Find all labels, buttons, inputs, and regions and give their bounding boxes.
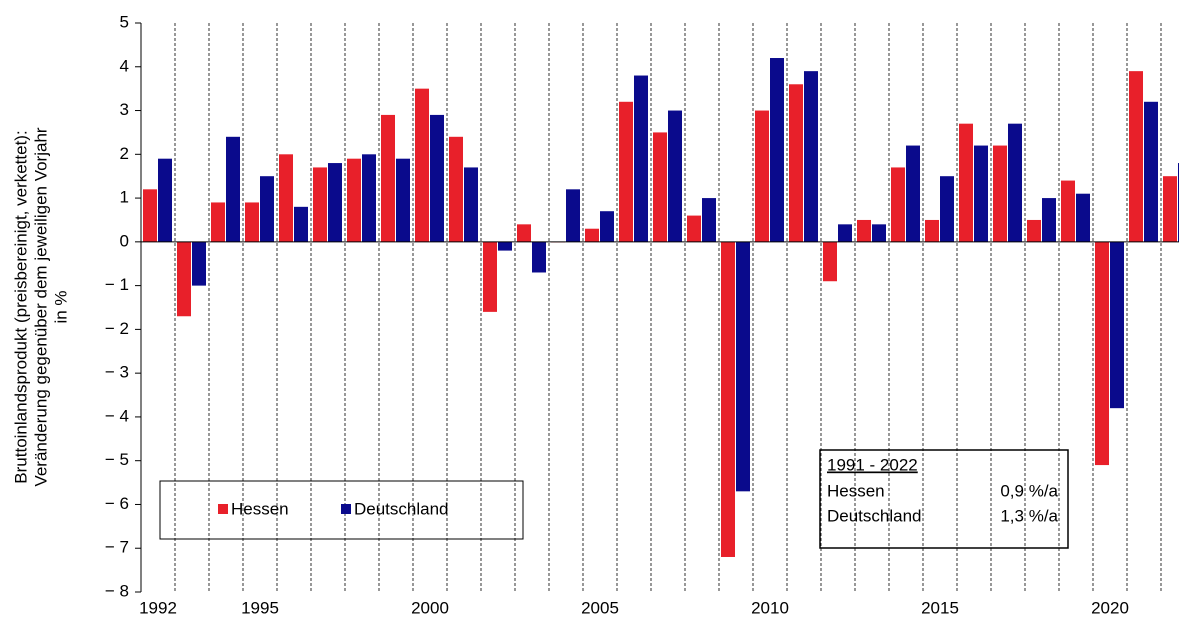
- y-tick-label: 0: [120, 231, 129, 250]
- bar: [702, 198, 716, 242]
- bar: [294, 206, 308, 242]
- bar: [532, 241, 546, 273]
- bar: [1061, 180, 1075, 242]
- y-tick-label: 3: [120, 100, 129, 119]
- legend-label: Hessen: [231, 499, 289, 518]
- bar: [770, 58, 784, 242]
- bar: [245, 202, 259, 242]
- bar: [192, 241, 206, 286]
- bar: [653, 132, 667, 242]
- bar: [974, 145, 988, 242]
- y-tick-label: − 7: [105, 538, 129, 557]
- bar: [347, 158, 361, 242]
- bar: [498, 241, 512, 251]
- bar: [566, 189, 580, 242]
- x-tick-label: 2000: [411, 598, 449, 617]
- y-tick-label: 2: [120, 144, 129, 163]
- bar: [1144, 101, 1158, 242]
- bar: [993, 145, 1007, 242]
- x-tick-label: 2015: [921, 598, 959, 617]
- annotation-value: 1,3 %/a: [1000, 506, 1058, 525]
- bar: [483, 241, 497, 312]
- annotation-label: Hessen: [827, 481, 885, 500]
- bar: [959, 123, 973, 242]
- bar: [872, 224, 886, 242]
- y-tick-label: 5: [120, 12, 129, 31]
- bar: [857, 219, 871, 242]
- bar: [313, 167, 327, 242]
- bar: [585, 228, 599, 242]
- bar: [449, 136, 463, 242]
- bar: [1008, 123, 1022, 242]
- bar: [925, 219, 939, 242]
- bar: [823, 241, 837, 282]
- bar: [804, 71, 818, 242]
- y-tick-label: − 2: [105, 319, 129, 338]
- bar: [634, 75, 648, 242]
- y-tick-label: − 8: [105, 581, 129, 600]
- y-axis-label: in %: [51, 290, 70, 323]
- bar: [736, 241, 750, 492]
- bar: [789, 84, 803, 242]
- bar: [211, 202, 225, 242]
- y-tick-label: − 4: [105, 406, 129, 425]
- y-axis-label: Bruttoinlandsprodukt (preisbereinigt, ve…: [11, 130, 30, 483]
- bar: [464, 167, 478, 242]
- bar: [755, 110, 769, 242]
- bar: [517, 224, 531, 242]
- bar: [619, 101, 633, 242]
- bar: [891, 167, 905, 242]
- bar: [279, 154, 293, 242]
- y-tick-label: 1: [120, 188, 129, 207]
- x-tick-label: 2005: [581, 598, 619, 617]
- bar: [1095, 241, 1109, 466]
- bar: [430, 114, 444, 242]
- bar: [415, 88, 429, 242]
- bar: [381, 114, 395, 242]
- bar: [1163, 176, 1177, 242]
- bar: [177, 241, 191, 317]
- bar: [1042, 198, 1056, 242]
- legend-label: Deutschland: [354, 499, 449, 518]
- bar: [838, 224, 852, 242]
- bar: [721, 241, 735, 557]
- bar: [940, 176, 954, 242]
- annotation-box: [819, 449, 1069, 549]
- x-tick-label: 2010: [751, 598, 789, 617]
- bar: [362, 154, 376, 242]
- bar: [143, 189, 157, 242]
- annotation-label: Deutschland: [827, 506, 922, 525]
- y-tick-label: − 6: [105, 494, 129, 513]
- bar: [687, 215, 701, 242]
- bar: [1076, 193, 1090, 242]
- y-axis-label: Veränderung gegenüber dem jeweiligen Vor…: [31, 127, 50, 486]
- legend-swatch: [341, 504, 351, 514]
- bar: [226, 136, 240, 242]
- x-tick-label: 2020: [1091, 598, 1129, 617]
- x-tick-label: 1992: [139, 598, 177, 617]
- y-tick-label: − 3: [105, 363, 129, 382]
- bar: [668, 110, 682, 242]
- y-tick-label: 4: [120, 56, 129, 75]
- bar: [158, 158, 172, 242]
- x-tick-label: 1995: [241, 598, 279, 617]
- bar: [396, 158, 410, 242]
- annotation-value: 0,9 %/a: [1000, 481, 1058, 500]
- bar: [906, 145, 920, 242]
- bar: [600, 211, 614, 242]
- bar: [1129, 71, 1143, 242]
- y-tick-label: − 1: [105, 275, 129, 294]
- bar: [1110, 241, 1124, 409]
- bar: [1027, 219, 1041, 242]
- annotation-title: 1991 - 2022: [827, 455, 918, 474]
- y-tick-label: − 5: [105, 450, 129, 469]
- legend-swatch: [218, 504, 228, 514]
- bar: [260, 176, 274, 242]
- bar: [328, 163, 342, 242]
